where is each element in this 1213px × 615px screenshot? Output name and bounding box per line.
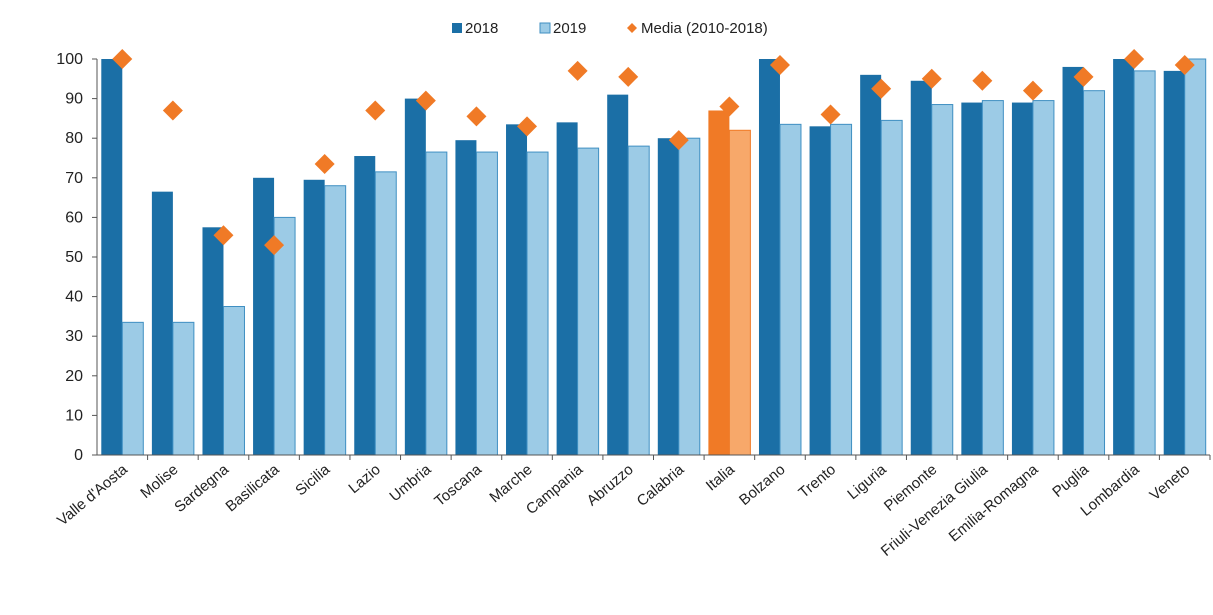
legend-swatch-2018 — [452, 23, 462, 33]
bar-2018-sardegna — [202, 227, 224, 455]
bar-2019-umbria — [425, 151, 448, 456]
bar-2019-abruzzo — [627, 145, 650, 456]
y-tick-label: 60 — [65, 209, 83, 226]
bar-2018-lombardia — [1113, 59, 1135, 455]
y-tick-label: 10 — [65, 407, 83, 424]
bar-2019-sardegna — [222, 306, 245, 456]
bar-2019-campania — [577, 147, 600, 456]
marker-media-piemonte — [921, 68, 942, 89]
bar-2018-molise — [151, 191, 173, 455]
bar-2018-italia — [708, 110, 730, 455]
bar-2019-liguria — [880, 119, 903, 456]
bar-2019-bolzano — [779, 123, 802, 456]
bar-2019-basilicata — [273, 216, 296, 456]
marker-media-campania — [567, 60, 588, 81]
bar-2019-lombardia — [1133, 70, 1156, 456]
bars — [101, 58, 1207, 456]
y-tick-label: 100 — [56, 51, 83, 68]
legend-swatch-media — [627, 23, 637, 33]
legend-label-2019: 2019 — [553, 20, 586, 37]
marker-media-sicilia — [314, 153, 335, 174]
legend-swatch-2019 — [539, 22, 551, 34]
bar-2019-molise — [172, 321, 195, 456]
bar-2018-toscana — [455, 140, 477, 455]
bar-2018-puglia — [1062, 66, 1084, 456]
bar-2019-lazio — [374, 171, 397, 456]
bar-2019-veneto — [1184, 58, 1207, 456]
marker-media-umbria — [415, 90, 436, 111]
markers — [112, 49, 1195, 256]
bar-2018-veneto — [1163, 70, 1185, 455]
bar-2019-friuli-venezia-giulia — [981, 100, 1004, 456]
bar-2019-trento — [830, 123, 853, 456]
marker-media-trento — [820, 104, 841, 125]
bar-2019-sicilia — [324, 185, 347, 456]
bar-2018-bolzano — [758, 59, 780, 455]
y-tick-label: 40 — [65, 289, 83, 306]
bar-2018-marche — [506, 124, 528, 455]
bar-2019-emilia-romagna — [1032, 100, 1055, 456]
marker-media-lombardia — [1124, 49, 1145, 69]
bar-2019-calabria — [678, 137, 701, 456]
marker-media-sardegna — [213, 225, 234, 246]
bar-2018-friuli-venezia-giulia — [961, 102, 983, 455]
y-tick-label: 80 — [65, 130, 83, 147]
legend: 2018 2019 Media (2010-2018) — [452, 20, 768, 37]
marker-media-liguria — [871, 78, 892, 99]
bar-2019-puglia — [1083, 90, 1106, 456]
marker-media-molise — [162, 100, 183, 121]
bar-2018-lazio — [354, 156, 376, 455]
y-tick-label: 0 — [74, 447, 83, 464]
legend-label-media: Media (2010-2018) — [641, 20, 768, 37]
y-tick-label: 70 — [65, 170, 83, 187]
marker-media-basilicata — [264, 235, 285, 256]
marker-media-friuli-venezia-giulia — [972, 70, 993, 91]
bar-2018-calabria — [657, 138, 679, 455]
bar-2019-italia — [728, 129, 751, 456]
bar-2018-trento — [809, 126, 831, 455]
bar-2019-toscana — [475, 151, 498, 456]
bar-2018-emilia-romagna — [1011, 102, 1033, 455]
bar-2018-sicilia — [303, 179, 325, 455]
legend-label-2018: 2018 — [465, 20, 498, 37]
marker-media-bolzano — [769, 54, 790, 75]
bar-2018-valle-d-aosta — [101, 59, 123, 455]
marker-media-emilia-romagna — [1022, 80, 1043, 101]
y-axis: 0 10 20 30 40 50 60 70 80 90 100 — [56, 51, 98, 464]
y-tick-label: 90 — [65, 91, 83, 108]
bar-2018-piemonte — [910, 80, 932, 455]
bar-2018-basilicata — [253, 177, 275, 456]
marker-media-valle-d-aosta — [112, 49, 133, 69]
bar-2018-campania — [556, 122, 578, 456]
y-tick-label: 20 — [65, 368, 83, 385]
y-tick-label: 30 — [65, 328, 83, 345]
bar-2019-valle-d-aosta — [121, 321, 144, 456]
marker-media-abruzzo — [618, 66, 639, 87]
bar-2018-abruzzo — [607, 94, 629, 455]
marker-media-veneto — [1174, 54, 1195, 75]
marker-media-lazio — [365, 100, 386, 121]
marker-media-puglia — [1073, 66, 1094, 87]
marker-media-marche — [517, 116, 538, 137]
bar-2018-liguria — [860, 74, 882, 455]
bar-2019-piemonte — [931, 104, 954, 456]
marker-media-italia — [719, 96, 740, 117]
marker-media-calabria — [668, 130, 689, 151]
marker-media-toscana — [466, 106, 487, 127]
y-tick-label: 50 — [65, 249, 83, 266]
bar-2018-umbria — [404, 98, 426, 455]
bar-2019-marche — [526, 151, 549, 456]
